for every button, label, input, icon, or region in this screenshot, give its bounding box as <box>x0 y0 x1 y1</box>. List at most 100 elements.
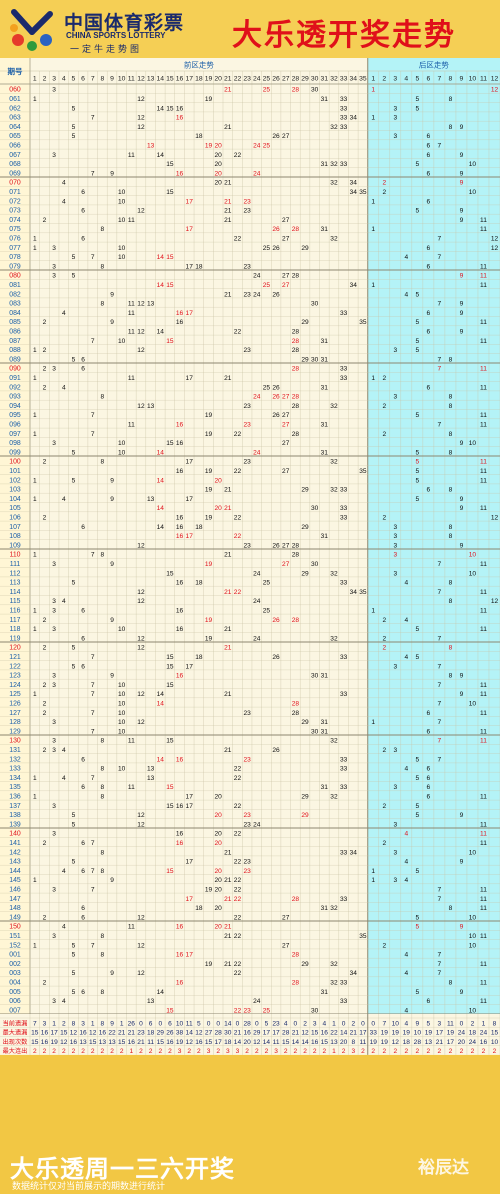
front-drawn-number: 23 <box>243 812 251 819</box>
front-drawn-number: 21 <box>224 87 232 94</box>
back-drawn-number: 1 <box>371 87 375 94</box>
issue-label: 007 <box>9 1007 21 1014</box>
front-drawn-number: 33 <box>340 366 348 373</box>
front-drawn-number: 16 <box>176 608 184 615</box>
front-drawn-number: 4 <box>62 496 66 503</box>
back-drawn-number: 11 <box>480 477 487 484</box>
front-drawn-number: 16 <box>176 626 184 633</box>
front-drawn-number: 3 <box>52 263 56 270</box>
front-number-header: 15 <box>166 76 174 83</box>
front-drawn-number: 21 <box>224 180 232 187</box>
front-drawn-number: 1 <box>33 691 37 698</box>
front-drawn-number: 30 <box>311 505 319 512</box>
front-drawn-number: 24 <box>253 570 261 577</box>
front-drawn-number: 3 <box>52 245 56 252</box>
back-drawn-number: 9 <box>460 859 464 866</box>
back-drawn-number: 3 <box>393 524 397 531</box>
stat-front-value: 1 <box>332 1020 336 1027</box>
back-drawn-number: 11 <box>480 896 487 903</box>
issue-label: 141 <box>9 840 21 847</box>
front-drawn-number: 8 <box>101 552 105 559</box>
issue-label: 079 <box>9 263 21 270</box>
stat-front-value: 18 <box>224 1039 232 1046</box>
stat-front-value: 2 <box>361 1048 365 1055</box>
front-drawn-number: 7 <box>91 254 95 261</box>
issue-label: 078 <box>9 254 21 261</box>
issue-label: 096 <box>9 422 21 429</box>
front-drawn-number: 16 <box>176 115 184 122</box>
stat-front-value: 2 <box>62 1020 66 1027</box>
stat-front-value: 2 <box>120 1048 124 1055</box>
issue-label: 065 <box>9 133 21 140</box>
back-drawn-number: 11 <box>480 459 487 466</box>
front-drawn-number: 3 <box>52 738 56 745</box>
back-drawn-number: 6 <box>427 329 431 336</box>
front-drawn-number: 22 <box>234 1007 242 1014</box>
back-drawn-number: 7 <box>438 589 442 596</box>
issue-label: 125 <box>9 691 21 698</box>
back-drawn-number: 10 <box>469 161 477 168</box>
stat-front-value: 17 <box>263 1030 271 1037</box>
back-drawn-number: 11 <box>480 561 487 568</box>
back-drawn-number: 3 <box>393 784 397 791</box>
back-drawn-number: 7 <box>438 635 442 642</box>
page-title: 大乐透开奖走势 <box>232 18 456 53</box>
front-drawn-number: 32 <box>330 570 338 577</box>
issue-label: 084 <box>9 310 21 317</box>
back-drawn-number: 8 <box>449 645 453 652</box>
back-drawn-number: 10 <box>469 933 477 940</box>
back-drawn-number: 5 <box>416 459 420 466</box>
front-drawn-number: 12 <box>137 589 145 596</box>
stat-front-value: 2 <box>139 1048 143 1055</box>
front-drawn-number: 26 <box>272 412 280 419</box>
issue-label: 123 <box>9 673 21 680</box>
front-drawn-number: 17 <box>186 459 194 466</box>
back-drawn-number: 9 <box>460 673 464 680</box>
stat-front-value: 2 <box>303 1048 307 1055</box>
back-drawn-number: 2 <box>382 645 386 652</box>
back-drawn-number: 10 <box>469 849 477 856</box>
front-drawn-number: 32 <box>330 794 338 801</box>
back-drawn-number: 8 <box>449 524 453 531</box>
front-drawn-number: 12 <box>137 914 145 921</box>
front-drawn-number: 17 <box>186 198 194 205</box>
front-drawn-number: 22 <box>234 887 242 894</box>
front-drawn-number: 10 <box>118 710 126 717</box>
stat-front-value: 16 <box>41 1030 49 1037</box>
front-drawn-number: 12 <box>137 719 145 726</box>
front-drawn-number: 10 <box>118 440 126 447</box>
back-drawn-number: 8 <box>449 356 453 363</box>
stat-front-value: 21 <box>292 1030 300 1037</box>
back-drawn-number: 11 <box>480 589 487 596</box>
back-drawn-number: 5 <box>416 989 420 996</box>
stat-back-value: 28 <box>414 1039 422 1046</box>
front-drawn-number: 5 <box>72 952 76 959</box>
front-number-header: 7 <box>91 76 95 83</box>
stat-front-value: 0 <box>139 1020 143 1027</box>
issue-label: 095 <box>9 412 21 419</box>
front-drawn-number: 13 <box>147 403 155 410</box>
front-drawn-number: 30 <box>311 1007 319 1014</box>
stat-front-value: 0 <box>255 1020 259 1027</box>
issue-label: 108 <box>9 533 21 540</box>
front-drawn-number: 13 <box>147 998 155 1005</box>
front-drawn-number: 31 <box>321 719 329 726</box>
front-drawn-number: 11 <box>128 301 135 308</box>
back-drawn-number: 11 <box>480 338 487 345</box>
back-drawn-number: 5 <box>416 775 420 782</box>
front-drawn-number: 32 <box>330 635 338 642</box>
issue-label: 072 <box>9 198 21 205</box>
stat-front-value: 15 <box>31 1039 39 1046</box>
stat-front-value: 15 <box>282 1039 290 1046</box>
front-drawn-number: 18 <box>195 905 203 912</box>
back-drawn-number: 5 <box>416 812 420 819</box>
front-drawn-number: 21 <box>224 924 232 931</box>
front-drawn-number: 28 <box>292 338 300 345</box>
back-drawn-number: 11 <box>480 226 487 233</box>
stat-front-value: 8 <box>351 1039 355 1046</box>
issue-label: 146 <box>9 887 21 894</box>
front-drawn-number: 32 <box>330 961 338 968</box>
back-drawn-number: 7 <box>438 682 442 689</box>
front-drawn-number: 12 <box>137 812 145 819</box>
back-drawn-number: 5 <box>416 319 420 326</box>
